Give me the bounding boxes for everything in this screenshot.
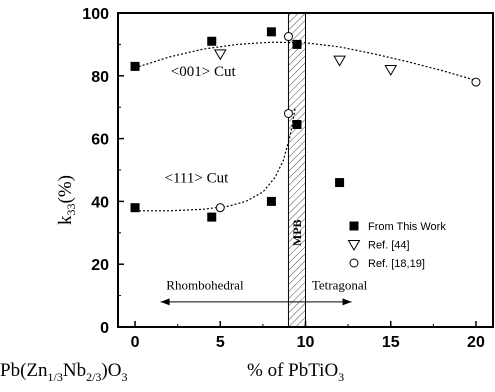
filled-square-marker	[349, 221, 359, 231]
x-tick-label: 15	[382, 334, 400, 351]
legend-entry: From This Work	[368, 221, 446, 233]
filled-square-marker	[130, 61, 140, 71]
fit-curves	[134, 41, 477, 212]
filled-square-marker	[207, 212, 217, 222]
x-tick-label: 20	[467, 334, 485, 351]
y-tick-label: 60	[91, 132, 109, 149]
legend-entry: Ref. [44]	[368, 240, 410, 252]
y-tick-label: 100	[82, 6, 109, 23]
open-circle-marker	[283, 108, 293, 118]
open-circle-marker	[215, 203, 225, 213]
y-tick-label: 20	[91, 257, 109, 274]
phase-arrowhead	[342, 298, 352, 306]
phase-label: Rhombohedral	[166, 277, 244, 292]
annotations: <001> Cut <111> Cut	[165, 64, 237, 187]
x-tick-label: 0	[131, 334, 140, 351]
phase-label: Tetragonal	[312, 277, 368, 292]
open-triangle-down-marker	[333, 55, 346, 67]
open-triangle-down-marker	[384, 65, 398, 77]
legend: From This Work Ref. [44] Ref. [18,19]	[347, 221, 446, 270]
composition-label: Pb(Zn1/3Nb2/3)O3	[0, 360, 127, 384]
y-axis-label: k33(%)	[55, 175, 78, 225]
x-axis-label: % of PbTiO3	[247, 360, 344, 384]
filled-square-marker	[266, 196, 276, 206]
fit-curve	[135, 107, 296, 212]
y-tick-label: 0	[100, 320, 109, 337]
mpb-band	[287, 12, 307, 328]
data-points	[130, 27, 481, 222]
phase-regions: Rhombohedral Tetragonal	[160, 277, 368, 306]
filled-square-marker	[207, 36, 217, 46]
filled-square-marker	[292, 39, 302, 49]
open-circle-marker	[283, 32, 293, 42]
fit-curve	[134, 41, 477, 82]
mpb-label: MPB	[290, 219, 304, 246]
mpb-region: MPB	[287, 12, 307, 328]
y-tick-label: 40	[91, 194, 109, 211]
filled-square-marker	[292, 119, 302, 129]
phase-arrowhead	[160, 298, 170, 306]
open-triangle-down-marker	[347, 240, 361, 251]
curve-label: <111> Cut	[165, 171, 230, 187]
x-tick-label: 5	[216, 334, 225, 351]
filled-square-marker	[130, 203, 140, 213]
curve-label: <001> Cut	[171, 64, 237, 80]
open-circle-marker	[471, 77, 481, 87]
legend-entry: Ref. [18,19]	[368, 258, 425, 270]
filled-square-marker	[335, 178, 345, 188]
open-circle-marker	[349, 258, 359, 268]
filled-square-marker	[266, 27, 276, 37]
axis-ticks: 0 5 10 15 20 0 20 40 60 80 100	[82, 6, 485, 351]
x-tick-label: 10	[297, 334, 315, 351]
open-triangle-down-marker	[213, 49, 227, 61]
y-tick-label: 80	[91, 69, 109, 86]
